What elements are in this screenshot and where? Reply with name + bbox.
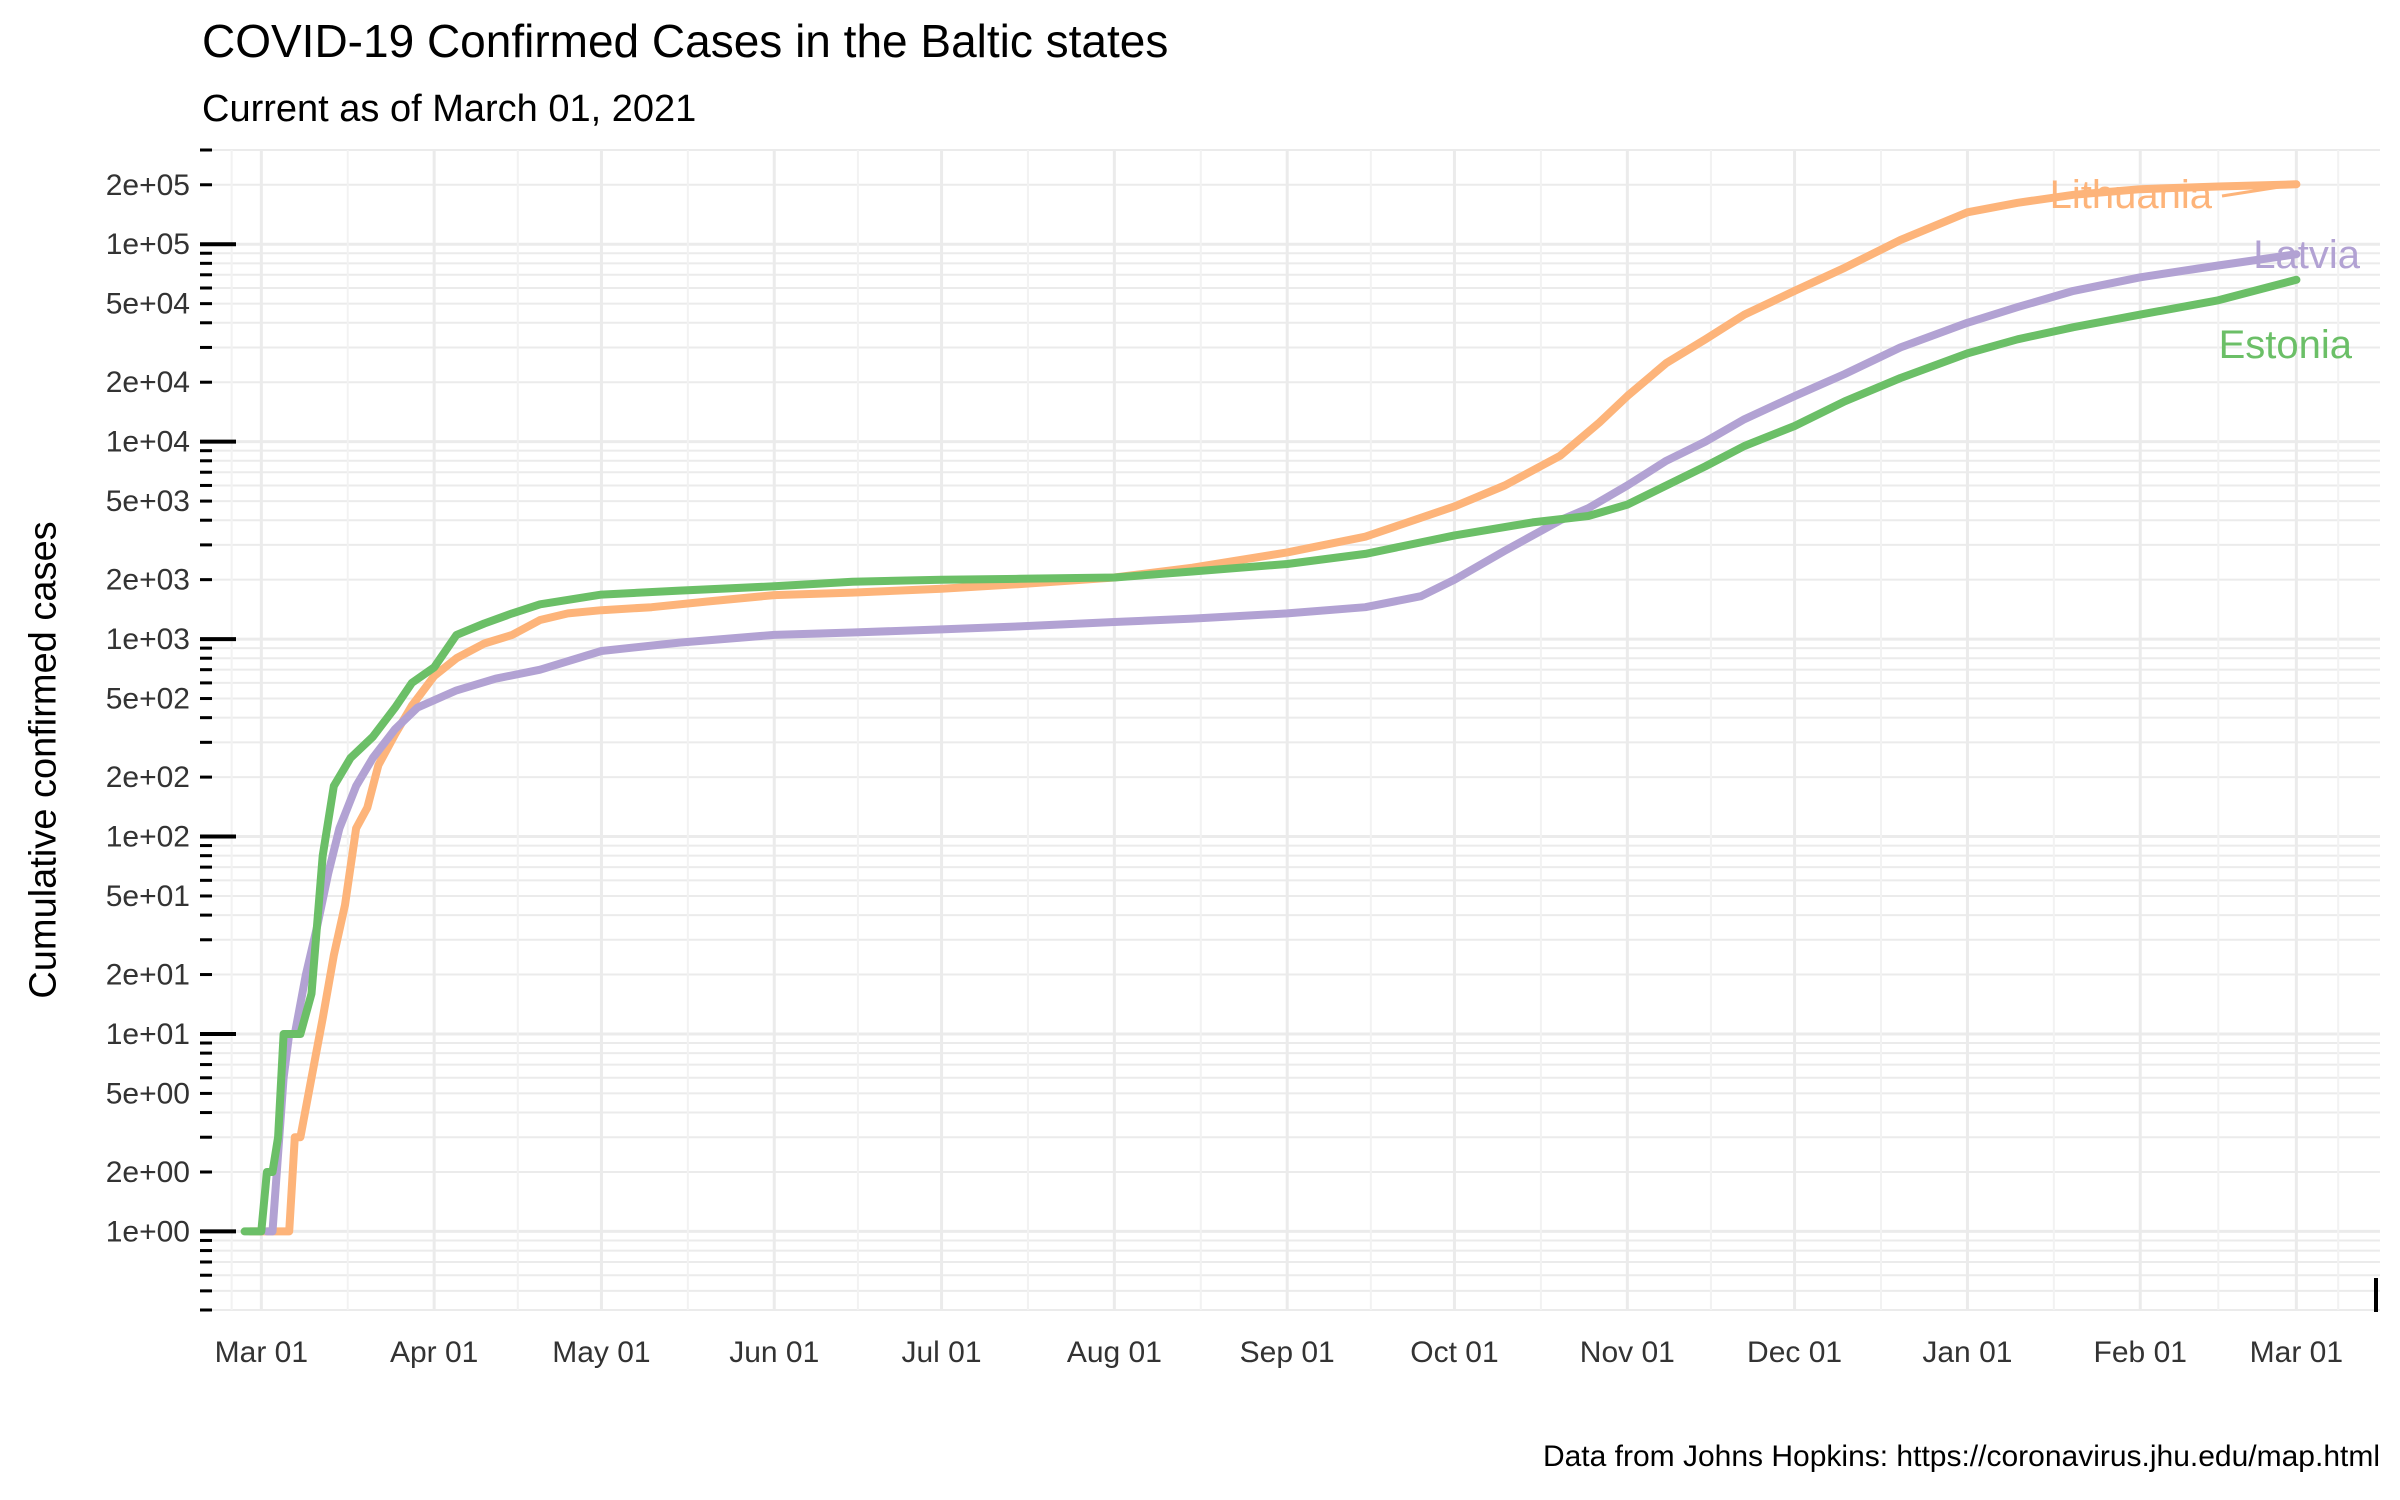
- y-tick-label: 2e+01: [106, 959, 190, 992]
- series-label-estonia: Estonia: [2219, 323, 2353, 367]
- y-tick-label: 2e+03: [106, 564, 190, 597]
- x-tick-label: Feb 01: [2094, 1336, 2187, 1369]
- x-tick-label: Jun 01: [729, 1336, 819, 1369]
- y-tick-label: 1e+02: [106, 821, 190, 854]
- series-line-lithuania: [246, 180, 2301, 1236]
- y-axis-label: Cumulative confirmed cases: [22, 521, 65, 999]
- label-leader-lithuania: [2221, 182, 2297, 198]
- x-tick-label: Apr 01: [390, 1336, 478, 1369]
- y-tick-label: 1e+04: [106, 426, 190, 459]
- x-tick-label: Mar 01: [2250, 1336, 2343, 1369]
- y-tick-label: 1e+03: [106, 623, 190, 656]
- y-tick-label: 1e+05: [106, 228, 190, 261]
- x-tick-label: Mar 01: [215, 1336, 308, 1369]
- y-tick-label: 5e+02: [106, 683, 190, 716]
- x-tick-label: Jan 01: [1922, 1336, 2012, 1369]
- series-label-latvia: Latvia: [2253, 233, 2360, 277]
- y-tick-label: 2e+00: [106, 1156, 190, 1189]
- x-tick-label: Jul 01: [902, 1336, 982, 1369]
- y-tick-label: 2e+05: [106, 169, 190, 202]
- x-tick-label: Dec 01: [1747, 1336, 1842, 1369]
- x-tick-label: Aug 01: [1067, 1336, 1162, 1369]
- x-tick-label: Oct 01: [1410, 1336, 1498, 1369]
- series-line-latvia: [262, 250, 2301, 1236]
- x-tick-label: Nov 01: [1580, 1336, 1675, 1369]
- x-tick-label: Sep 01: [1240, 1336, 1335, 1369]
- grid-lines: Mar 01 Apr 01 May 01 Jun 01 Jul 01 Aug 01 Sep …: [200, 149, 2380, 1369]
- chart-subtitle: Current as of March 01, 2021: [202, 88, 697, 130]
- y-tick-label: 5e+01: [106, 880, 190, 913]
- y-tick-label: 5e+04: [106, 288, 190, 321]
- y-tick-label: 2e+04: [106, 366, 190, 399]
- chart-title: COVID-19 Confirmed Cases in the Baltic s…: [202, 15, 1169, 67]
- series-line-estonia: [240, 275, 2301, 1236]
- y-tick-label: 1e+01: [106, 1018, 190, 1051]
- y-tick-label: 1e+00: [106, 1215, 190, 1248]
- y-tick-label: 2e+02: [106, 761, 190, 794]
- x-tick-label: May 01: [552, 1336, 650, 1369]
- y-tick-label: 5e+00: [106, 1077, 190, 1110]
- y-axis-ticks: 1e+00 2e+00 5e+00 1e+01 2e+01 5e+01 1e+02 2e+02…: [106, 148, 2378, 1312]
- series-labels: Lithuania Latvia Estonia: [2050, 173, 2361, 367]
- data-source-caption: Data from Johns Hopkins: https://coronav…: [1542, 1440, 2380, 1473]
- y-tick-label: 5e+03: [106, 485, 190, 518]
- series-label-lithuania: Lithuania: [2050, 173, 2213, 217]
- series-lines: [240, 180, 2301, 1236]
